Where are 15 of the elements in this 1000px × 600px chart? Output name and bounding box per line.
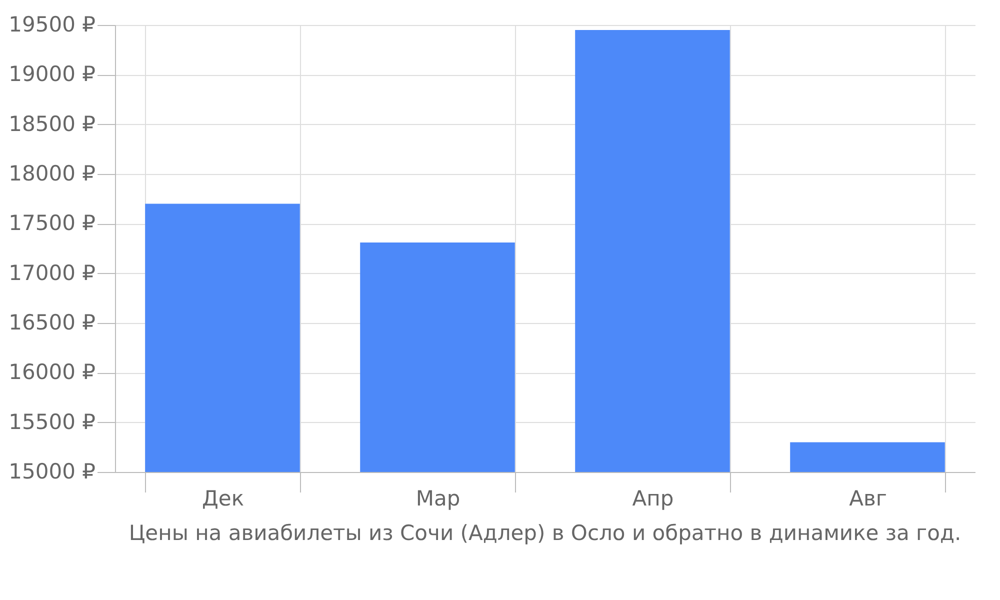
y-tick-label: 17000 ₽ xyxy=(8,260,96,285)
y-tick-label: 18500 ₽ xyxy=(8,112,96,136)
x-tick-label: Мар xyxy=(416,486,460,510)
y-tick-label: 18000 ₽ xyxy=(8,162,96,186)
y-tick-label: 16500 ₽ xyxy=(8,310,96,334)
y-tick-label: 16000 ₽ xyxy=(8,360,96,384)
y-tick-label: 15000 ₽ xyxy=(8,460,96,484)
y-tick-label: 15500 ₽ xyxy=(8,410,96,434)
text: Цены на авиабилеты из Сочи (Адлер) в Осло и обратно в динамике за год. xyxy=(128,521,962,545)
y-tick-label: 19500 ₽ xyxy=(8,12,96,36)
x-tick-label: Авг xyxy=(849,486,887,510)
x-tick-label: Дек xyxy=(202,486,244,510)
x-tick-label: Апр xyxy=(632,486,674,510)
y-tick-label: 17500 ₽ xyxy=(8,211,96,236)
y-tick-label: 19000 ₽ xyxy=(8,62,96,86)
